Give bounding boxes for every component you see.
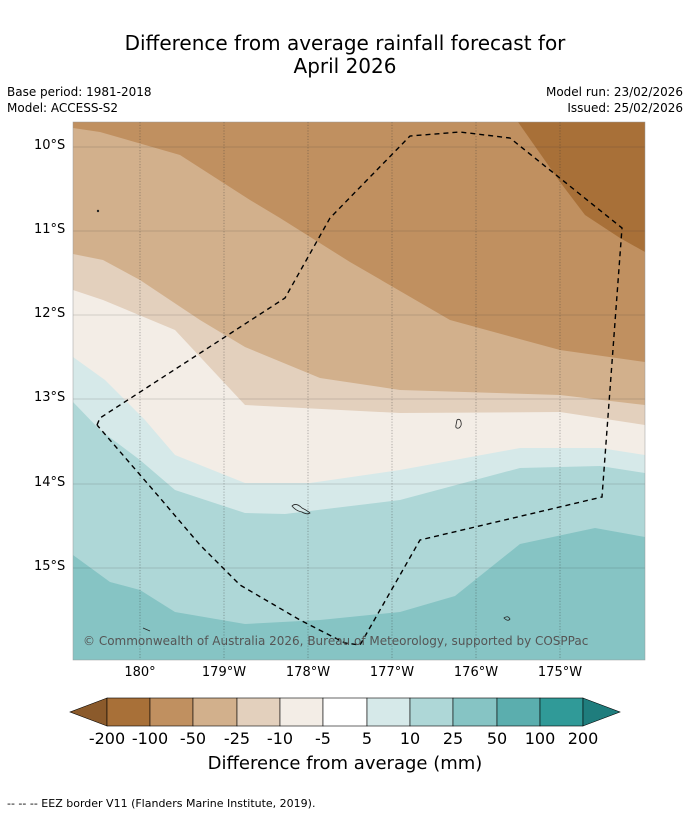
title-line-2: April 2026 bbox=[293, 54, 397, 78]
colorbar-tick-label: 25 bbox=[442, 729, 464, 748]
band-minus200-minus100 bbox=[518, 122, 645, 252]
colorbar-swatch bbox=[409, 697, 454, 727]
lon-label: 178°W bbox=[285, 665, 331, 680]
colorbar-tick-label: 5 bbox=[361, 729, 373, 748]
colorbar-swatch bbox=[236, 697, 281, 727]
colorbar-title: Difference from average (mm) bbox=[207, 753, 483, 774]
copyright-notice: © Commonwealth of Australia 2026, Bureau… bbox=[83, 634, 589, 648]
colorbar-swatch bbox=[149, 697, 194, 727]
island-northwest bbox=[96, 209, 100, 213]
colorbar bbox=[69, 697, 621, 727]
model-run: Model run: 23/02/2026 bbox=[545, 85, 683, 99]
band-25-50 bbox=[73, 528, 645, 660]
island-southwest bbox=[142, 627, 151, 632]
lon-label: 179°W bbox=[201, 665, 247, 680]
colorbar-swatch bbox=[279, 697, 324, 727]
colorbar-swatch bbox=[496, 697, 541, 727]
colorbar-swatch bbox=[106, 697, 151, 727]
colorbar-tick-label: 100 bbox=[524, 729, 556, 748]
lat-label: 13°S bbox=[34, 390, 66, 405]
base-period: Base period: 1981-2018 bbox=[7, 85, 152, 99]
lon-label: 175°W bbox=[537, 665, 583, 680]
island-central bbox=[291, 504, 311, 515]
lon-label: 176°W bbox=[453, 665, 499, 680]
band-minus100-minus50 bbox=[73, 122, 645, 362]
eez-legend-note: -- -- -- EEZ border V11 (Flanders Marine… bbox=[7, 797, 316, 810]
colorbar-extend-high bbox=[582, 697, 621, 727]
lat-label: 11°S bbox=[34, 222, 66, 237]
map-title: Difference from average rainfall forecas… bbox=[0, 32, 690, 78]
lat-label: 14°S bbox=[34, 475, 66, 490]
meta-left: Base period: 1981-2018 Model: ACCESS-S2 bbox=[7, 84, 152, 116]
map-frame bbox=[72, 121, 646, 661]
colorbar-extend-low bbox=[69, 697, 108, 727]
colorbar-tick-label: -50 bbox=[179, 729, 207, 748]
colorbar-tick-label: -25 bbox=[223, 729, 251, 748]
colorbar-tick-label: 50 bbox=[486, 729, 508, 748]
islands bbox=[96, 209, 511, 632]
colorbar-tick-label: 10 bbox=[399, 729, 421, 748]
lat-label: 15°S bbox=[34, 559, 66, 574]
colorbar-tick-label: -100 bbox=[131, 729, 169, 748]
island-east bbox=[455, 418, 462, 429]
colorbar-tick-label: -200 bbox=[88, 729, 126, 748]
colorbar-tick-label: 200 bbox=[567, 729, 599, 748]
meta-right: Model run: 23/02/2026 Issued: 25/02/2026 bbox=[546, 84, 683, 116]
colorbar-tick-label: -5 bbox=[315, 729, 331, 748]
colorbar-swatch bbox=[192, 697, 238, 727]
title-line-1: Difference from average rainfall forecas… bbox=[124, 31, 566, 55]
colorbar-swatch bbox=[539, 697, 584, 727]
issued-date: Issued: 25/02/2026 bbox=[567, 101, 683, 115]
lat-label: 12°S bbox=[34, 306, 66, 321]
lon-label: 177°W bbox=[369, 665, 415, 680]
graticule bbox=[73, 122, 645, 660]
colorbar-swatch bbox=[452, 697, 498, 727]
lon-label: 180° bbox=[124, 665, 156, 680]
model-name: Model: ACCESS-S2 bbox=[7, 101, 119, 115]
island-southeast bbox=[503, 616, 511, 621]
colorbar-swatch bbox=[366, 697, 411, 727]
colorbar-swatch bbox=[322, 697, 368, 727]
eez-border bbox=[96, 131, 623, 646]
map-plot-area bbox=[73, 122, 645, 660]
colorbar-tick-label: -10 bbox=[266, 729, 294, 748]
lat-label: 10°S bbox=[34, 138, 66, 153]
